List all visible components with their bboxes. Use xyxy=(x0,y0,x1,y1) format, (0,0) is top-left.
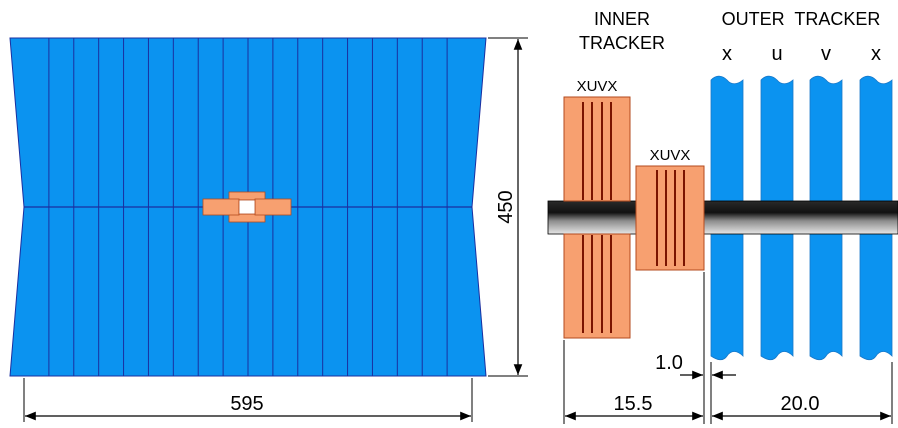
inner-station-2-layers: XUVX xyxy=(650,147,691,164)
inner-tracker-title-line1: INNER xyxy=(594,9,650,29)
outer-layer-label-2: u xyxy=(771,43,782,65)
beampipe-hole xyxy=(238,199,256,215)
inner-tracker-title-line2: TRACKER xyxy=(579,33,665,53)
inner-station-2: XUVX xyxy=(635,147,705,271)
beampipe xyxy=(547,200,898,235)
height-label: 450 xyxy=(495,190,517,223)
gap-label: 1.0 xyxy=(655,352,683,374)
outer-tracker-title: OUTER TRACKER xyxy=(722,9,881,29)
inner-station-1-upper xyxy=(563,96,631,202)
inner-tracker-front xyxy=(202,191,292,223)
inner-station-2-straws xyxy=(656,170,685,266)
outer-layer-label-3: v xyxy=(821,43,831,65)
inner-station-2-block xyxy=(635,165,705,271)
inner-box-left xyxy=(202,198,240,216)
inner-station-1-straws xyxy=(582,102,612,333)
inner-box-right xyxy=(254,198,292,216)
inner-span-label: 15.5 xyxy=(614,393,653,415)
outer-layer-label-4: x xyxy=(871,43,881,65)
outer-span-label: 20.0 xyxy=(781,393,820,415)
inner-station-1-layers: XUVX xyxy=(577,78,618,95)
inner-station-1-lower xyxy=(563,233,631,339)
front-view: 595 450 xyxy=(9,37,528,422)
outer-layer-label-1: x xyxy=(722,43,732,65)
width-label: 595 xyxy=(230,393,263,415)
side-view: INNER TRACKER OUTER TRACKER x u v x XUVX… xyxy=(547,9,898,424)
inner-station-1: XUVX xyxy=(563,78,631,339)
